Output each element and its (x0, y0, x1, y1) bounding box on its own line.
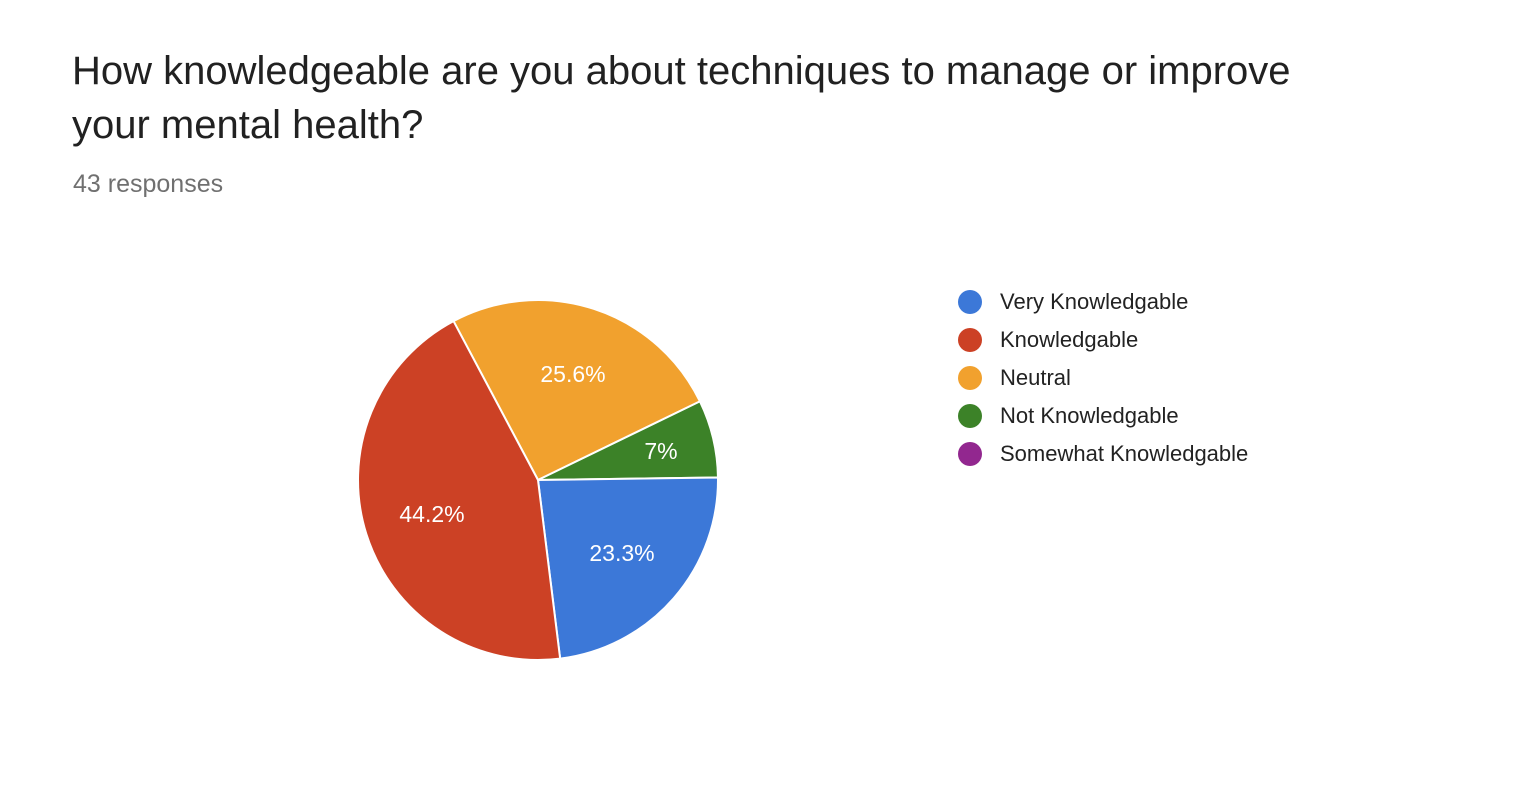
svg-text:7%: 7% (644, 438, 677, 464)
svg-text:23.3%: 23.3% (589, 540, 654, 566)
svg-text:25.6%: 25.6% (540, 361, 605, 387)
svg-text:44.2%: 44.2% (399, 501, 464, 527)
